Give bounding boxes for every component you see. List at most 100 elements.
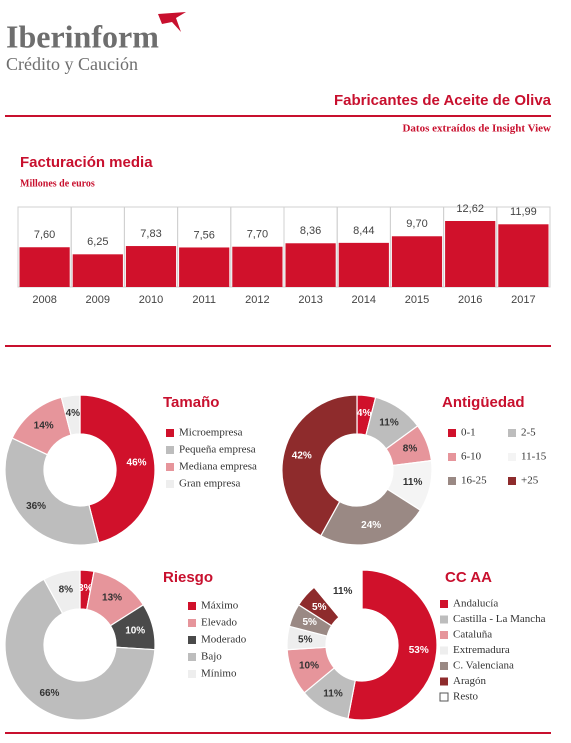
value-label: 11% bbox=[333, 586, 353, 597]
value-label: 13% bbox=[102, 592, 122, 603]
bar bbox=[179, 247, 230, 287]
legend-swatch bbox=[188, 670, 196, 678]
legend-label: Resto bbox=[453, 691, 479, 703]
legend-swatch bbox=[440, 600, 448, 608]
logo-bird bbox=[158, 12, 186, 32]
legend-label: C. Valenciana bbox=[453, 660, 514, 672]
x-tick-label: 2012 bbox=[245, 294, 269, 306]
x-tick-label: 2008 bbox=[32, 294, 56, 306]
chart-title: Tamaño bbox=[163, 394, 219, 411]
chart-title: CC AA bbox=[445, 569, 492, 586]
legend-swatch bbox=[448, 429, 456, 437]
value-label: 10% bbox=[125, 625, 145, 636]
bar bbox=[19, 247, 70, 287]
legend-swatch bbox=[166, 463, 174, 471]
wedge bbox=[60, 394, 81, 436]
legend-label: Bajo bbox=[201, 651, 222, 663]
bar bbox=[125, 246, 177, 287]
legend-swatch bbox=[440, 646, 448, 655]
value-label: 11% bbox=[403, 477, 423, 488]
bar bbox=[498, 224, 549, 287]
legend-label: Mediana empresa bbox=[179, 461, 257, 473]
legend-swatch bbox=[188, 636, 196, 644]
legend-swatch bbox=[508, 453, 516, 461]
value-label: 8% bbox=[59, 584, 74, 595]
wedge bbox=[4, 578, 156, 721]
legend-swatch bbox=[440, 662, 448, 670]
legend-swatch bbox=[448, 453, 456, 461]
wedge bbox=[79, 394, 156, 544]
wedge bbox=[347, 569, 438, 721]
chart-title: Antigüedad bbox=[442, 394, 525, 411]
value-label: 7,83 bbox=[140, 228, 161, 240]
value-label: 14% bbox=[34, 421, 54, 432]
bar bbox=[391, 236, 443, 287]
legend-label: Andalucía bbox=[453, 598, 498, 610]
value-label: 9,70 bbox=[406, 218, 427, 230]
value-label: 3% bbox=[78, 583, 93, 594]
legend-swatch bbox=[166, 429, 174, 437]
value-label: 5% bbox=[298, 634, 313, 645]
chart-subtitle: Millones de euros bbox=[20, 178, 95, 189]
value-label: 11% bbox=[323, 689, 343, 700]
value-label: 36% bbox=[26, 501, 46, 512]
value-label: 10% bbox=[299, 661, 319, 672]
source: Datos extraídos de Insight View bbox=[402, 123, 551, 135]
x-tick-label: 2009 bbox=[86, 294, 110, 306]
legend-swatch bbox=[188, 602, 196, 610]
value-label: 8,36 bbox=[300, 225, 321, 237]
legend-label: 2-5 bbox=[521, 427, 536, 439]
legend-swatch bbox=[440, 631, 448, 639]
legend-swatch bbox=[166, 480, 174, 488]
legend-label: Máximo bbox=[201, 600, 239, 612]
wedge bbox=[320, 488, 422, 546]
wedge bbox=[281, 394, 358, 537]
x-tick-label: 2017 bbox=[511, 294, 535, 306]
bar bbox=[338, 242, 389, 287]
legend-swatch bbox=[508, 429, 516, 437]
legend-swatch bbox=[440, 615, 448, 624]
legend-label: Pequeña empresa bbox=[179, 444, 256, 456]
bar bbox=[72, 254, 123, 287]
value-label: 11% bbox=[379, 417, 399, 428]
x-tick-label: 2013 bbox=[298, 294, 322, 306]
value-label: 42% bbox=[292, 450, 312, 461]
x-tick-label: 2014 bbox=[352, 294, 376, 306]
legend-label: 6-10 bbox=[461, 451, 482, 463]
legend-swatch bbox=[166, 446, 174, 454]
legend-label: 0-1 bbox=[461, 427, 476, 439]
chart-title: Facturación media bbox=[20, 154, 153, 171]
legend-label: Castilla - La Mancha bbox=[453, 613, 546, 625]
legend-label: Elevado bbox=[201, 617, 238, 629]
legend-label: 11-15 bbox=[521, 451, 547, 463]
value-label: 66% bbox=[39, 688, 59, 699]
bar bbox=[285, 243, 336, 287]
legend-label: Mínimo bbox=[201, 668, 237, 680]
legend-swatch bbox=[448, 477, 456, 485]
wedge bbox=[313, 569, 363, 619]
x-tick-label: 2010 bbox=[139, 294, 163, 306]
x-tick-label: 2016 bbox=[458, 294, 482, 306]
value-label: 6,25 bbox=[87, 236, 108, 248]
value-label: 4% bbox=[66, 408, 81, 419]
legend-label: Gran empresa bbox=[179, 478, 241, 490]
value-label: 8,44 bbox=[353, 225, 374, 237]
legend-label: Microempresa bbox=[179, 427, 243, 439]
value-label: 7,56 bbox=[193, 229, 214, 241]
value-label: 5% bbox=[312, 602, 327, 613]
value-label: 46% bbox=[127, 457, 147, 468]
value-label: 7,70 bbox=[247, 229, 268, 241]
legend-label: Moderado bbox=[201, 634, 247, 646]
wedge bbox=[4, 437, 100, 546]
value-label: 8% bbox=[403, 444, 418, 455]
brand: Iberinform bbox=[6, 18, 159, 54]
chart-title: Riesgo bbox=[163, 569, 213, 586]
value-label: 4% bbox=[357, 408, 372, 419]
legend-swatch bbox=[508, 477, 516, 485]
wedge bbox=[43, 569, 81, 615]
value-label: 5% bbox=[302, 617, 317, 628]
tagline: Crédito y Caución bbox=[6, 54, 138, 74]
value-label: 12,62 bbox=[456, 203, 484, 215]
